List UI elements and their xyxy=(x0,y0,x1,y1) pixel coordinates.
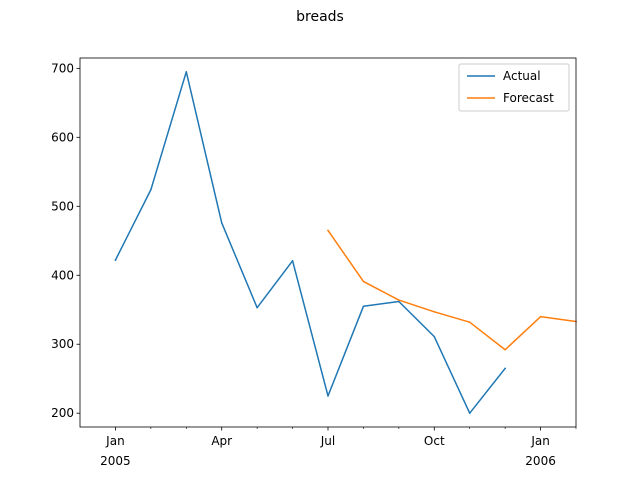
data-point xyxy=(327,229,329,232)
x-tick-label: Oct xyxy=(424,434,445,448)
data-point xyxy=(433,335,436,338)
y-tick-label: 500 xyxy=(51,199,74,213)
data-point xyxy=(504,349,506,351)
data-point xyxy=(185,71,188,73)
data-point xyxy=(220,222,223,224)
data-point xyxy=(256,306,258,309)
y-tick-label: 600 xyxy=(51,130,74,144)
data-point xyxy=(114,259,117,261)
chart-title: breads xyxy=(296,9,344,25)
data-point xyxy=(150,188,152,191)
data-point xyxy=(468,412,471,414)
x-tick-label: Jul xyxy=(320,434,335,448)
data-point xyxy=(433,311,436,313)
legend-label-forecast: Forecast xyxy=(503,91,554,105)
series-layer xyxy=(114,71,577,414)
y-tick-label: 400 xyxy=(51,268,74,282)
series-line-actual xyxy=(114,71,507,414)
x-tick-label: Apr xyxy=(211,434,232,448)
data-point xyxy=(362,305,365,308)
data-point xyxy=(327,395,329,397)
y-tick-label: 300 xyxy=(51,337,74,351)
y-tick-label: 700 xyxy=(51,61,74,75)
y-axis: 200 300 400 500 600 700 xyxy=(51,61,80,420)
data-point xyxy=(504,367,506,370)
x-tick-year-label: 2005 xyxy=(100,454,131,468)
x-tick-label: Jan xyxy=(530,434,550,448)
data-point xyxy=(468,321,471,323)
data-point xyxy=(539,315,542,318)
legend: Actual Forecast xyxy=(458,63,570,112)
y-tick-label: 200 xyxy=(51,406,74,420)
data-point xyxy=(398,300,400,303)
data-point xyxy=(398,299,400,301)
data-point xyxy=(291,260,294,262)
x-axis: Jan 2005 Apr Jul Oct Jan 2006 xyxy=(100,427,577,468)
data-point xyxy=(362,280,365,283)
plot-area: 200 300 400 500 600 700 Jan 2005 Apr Jul Oct Jan 20… xyxy=(51,57,577,468)
legend-label-actual: Actual xyxy=(503,69,541,83)
x-tick-year-label: 2006 xyxy=(525,454,556,468)
series-line-forecast xyxy=(326,229,577,351)
x-tick-label: Jan xyxy=(105,434,125,448)
